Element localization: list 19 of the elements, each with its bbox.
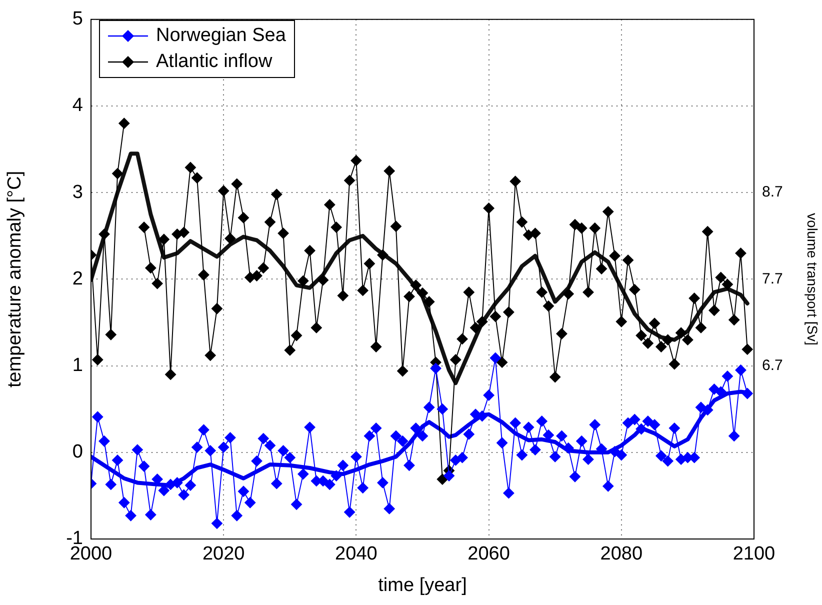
y-tick-label: 0 <box>72 442 83 463</box>
x-tick-label: 2100 <box>732 544 776 565</box>
x-tick-label: 2020 <box>202 544 245 565</box>
y2-tick-label: 7.7 <box>762 270 783 288</box>
y-tick-label: 5 <box>72 8 83 30</box>
legend-label: Norwegian Sea <box>156 24 286 48</box>
x-axis-title: time [year] <box>378 574 467 596</box>
y2-tick-label: 8.7 <box>762 184 783 201</box>
legend-label: Atlantic inflow <box>156 50 272 74</box>
y2-axis-title: volume transport [Sv] <box>804 213 821 346</box>
y-tick-label: 1 <box>72 355 83 376</box>
y-axis-title: temperature anomaly [°C] <box>4 170 26 388</box>
y-tick-label: 2 <box>72 268 83 290</box>
x-tick-label: 2080 <box>600 544 643 565</box>
x-tick-label: 2060 <box>468 544 510 565</box>
y-tick-label: 3 <box>72 182 83 203</box>
y-tick-label: 4 <box>72 95 84 116</box>
x-tick-label: 2040 <box>335 544 378 565</box>
y2-tick-label: 6.7 <box>762 356 783 374</box>
